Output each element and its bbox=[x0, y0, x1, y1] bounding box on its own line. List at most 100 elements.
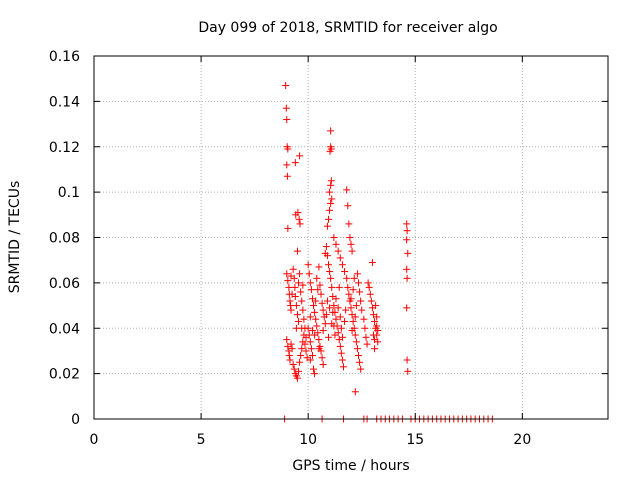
x-tick-label: 5 bbox=[197, 432, 206, 448]
y-tick-label: 0.06 bbox=[49, 276, 80, 292]
data-point bbox=[343, 274, 351, 282]
data-point bbox=[403, 304, 411, 312]
data-point bbox=[327, 145, 335, 153]
data-point bbox=[328, 195, 336, 203]
data-point bbox=[283, 270, 291, 278]
data-point bbox=[293, 247, 301, 255]
y-tick-label: 0 bbox=[71, 412, 80, 428]
data-point bbox=[314, 286, 322, 294]
data-point bbox=[306, 338, 314, 346]
data-point bbox=[403, 274, 411, 282]
data-point bbox=[360, 315, 368, 323]
data-point bbox=[319, 361, 327, 369]
y-tick-label: 0.04 bbox=[49, 321, 80, 337]
data-point bbox=[305, 270, 313, 278]
data-point bbox=[335, 283, 343, 291]
data-point bbox=[327, 199, 335, 207]
data-point bbox=[351, 331, 359, 339]
data-point bbox=[326, 304, 334, 312]
data-point bbox=[347, 240, 355, 248]
data-point bbox=[365, 283, 373, 291]
data-point bbox=[283, 336, 291, 344]
data-point bbox=[311, 331, 319, 339]
data-point bbox=[368, 258, 376, 266]
x-tick-label: 10 bbox=[299, 432, 317, 448]
data-point bbox=[325, 333, 333, 341]
data-point bbox=[306, 279, 314, 287]
data-point bbox=[312, 297, 320, 305]
x-tick-label: 20 bbox=[513, 432, 531, 448]
data-point bbox=[301, 340, 309, 348]
data-point bbox=[325, 261, 333, 269]
data-point bbox=[374, 327, 382, 335]
data-point bbox=[331, 331, 339, 339]
data-point bbox=[356, 358, 364, 366]
data-point bbox=[349, 286, 357, 294]
data-point bbox=[313, 274, 321, 282]
data-point bbox=[315, 345, 323, 353]
data-point bbox=[284, 224, 292, 232]
data-point bbox=[317, 290, 325, 298]
data-point bbox=[283, 116, 291, 124]
data-point bbox=[354, 279, 362, 287]
data-point bbox=[295, 317, 303, 325]
data-point bbox=[302, 347, 310, 355]
data-point bbox=[372, 302, 380, 310]
y-tick-label: 0.12 bbox=[49, 140, 80, 156]
data-point bbox=[286, 356, 294, 364]
data-point bbox=[323, 297, 331, 305]
data-point bbox=[350, 274, 358, 282]
data-point bbox=[288, 345, 296, 353]
data-point bbox=[351, 388, 359, 396]
data-point bbox=[344, 202, 352, 210]
data-point bbox=[322, 243, 330, 251]
data-point bbox=[292, 302, 300, 310]
data-point bbox=[326, 188, 334, 196]
data-point bbox=[315, 336, 323, 344]
x-tick-label: 15 bbox=[406, 432, 424, 448]
data-point bbox=[318, 354, 326, 362]
data-point bbox=[294, 209, 302, 217]
data-point bbox=[347, 304, 355, 312]
data-point bbox=[347, 295, 355, 303]
data-point bbox=[312, 315, 320, 323]
data-point bbox=[316, 281, 324, 289]
data-point bbox=[327, 181, 335, 189]
data-point bbox=[308, 351, 316, 359]
data-point bbox=[300, 315, 308, 323]
data-layer bbox=[281, 81, 496, 423]
data-point bbox=[361, 324, 369, 332]
data-point bbox=[403, 265, 411, 273]
data-point bbox=[327, 177, 335, 185]
data-point bbox=[284, 277, 292, 285]
data-point bbox=[311, 308, 319, 316]
data-point bbox=[336, 254, 344, 262]
data-point bbox=[283, 172, 291, 180]
data-point bbox=[348, 327, 356, 335]
data-point bbox=[304, 324, 312, 332]
data-point bbox=[308, 327, 316, 335]
data-point bbox=[357, 365, 365, 373]
data-point bbox=[354, 351, 362, 359]
data-point bbox=[326, 206, 334, 214]
data-point bbox=[371, 336, 379, 344]
data-point bbox=[293, 374, 301, 382]
data-point bbox=[364, 279, 372, 287]
data-point bbox=[296, 358, 304, 366]
data-point bbox=[353, 345, 361, 353]
data-point bbox=[369, 331, 377, 339]
data-point bbox=[330, 302, 338, 310]
data-point bbox=[327, 127, 335, 135]
data-point bbox=[307, 345, 315, 353]
data-point bbox=[289, 361, 297, 369]
data-point bbox=[340, 363, 348, 371]
data-point bbox=[332, 295, 340, 303]
data-point bbox=[285, 351, 293, 359]
data-point bbox=[346, 234, 354, 241]
data-point bbox=[334, 247, 342, 255]
data-point bbox=[357, 297, 365, 305]
data-point bbox=[298, 324, 306, 332]
data-point bbox=[337, 349, 345, 357]
data-point bbox=[295, 279, 303, 287]
